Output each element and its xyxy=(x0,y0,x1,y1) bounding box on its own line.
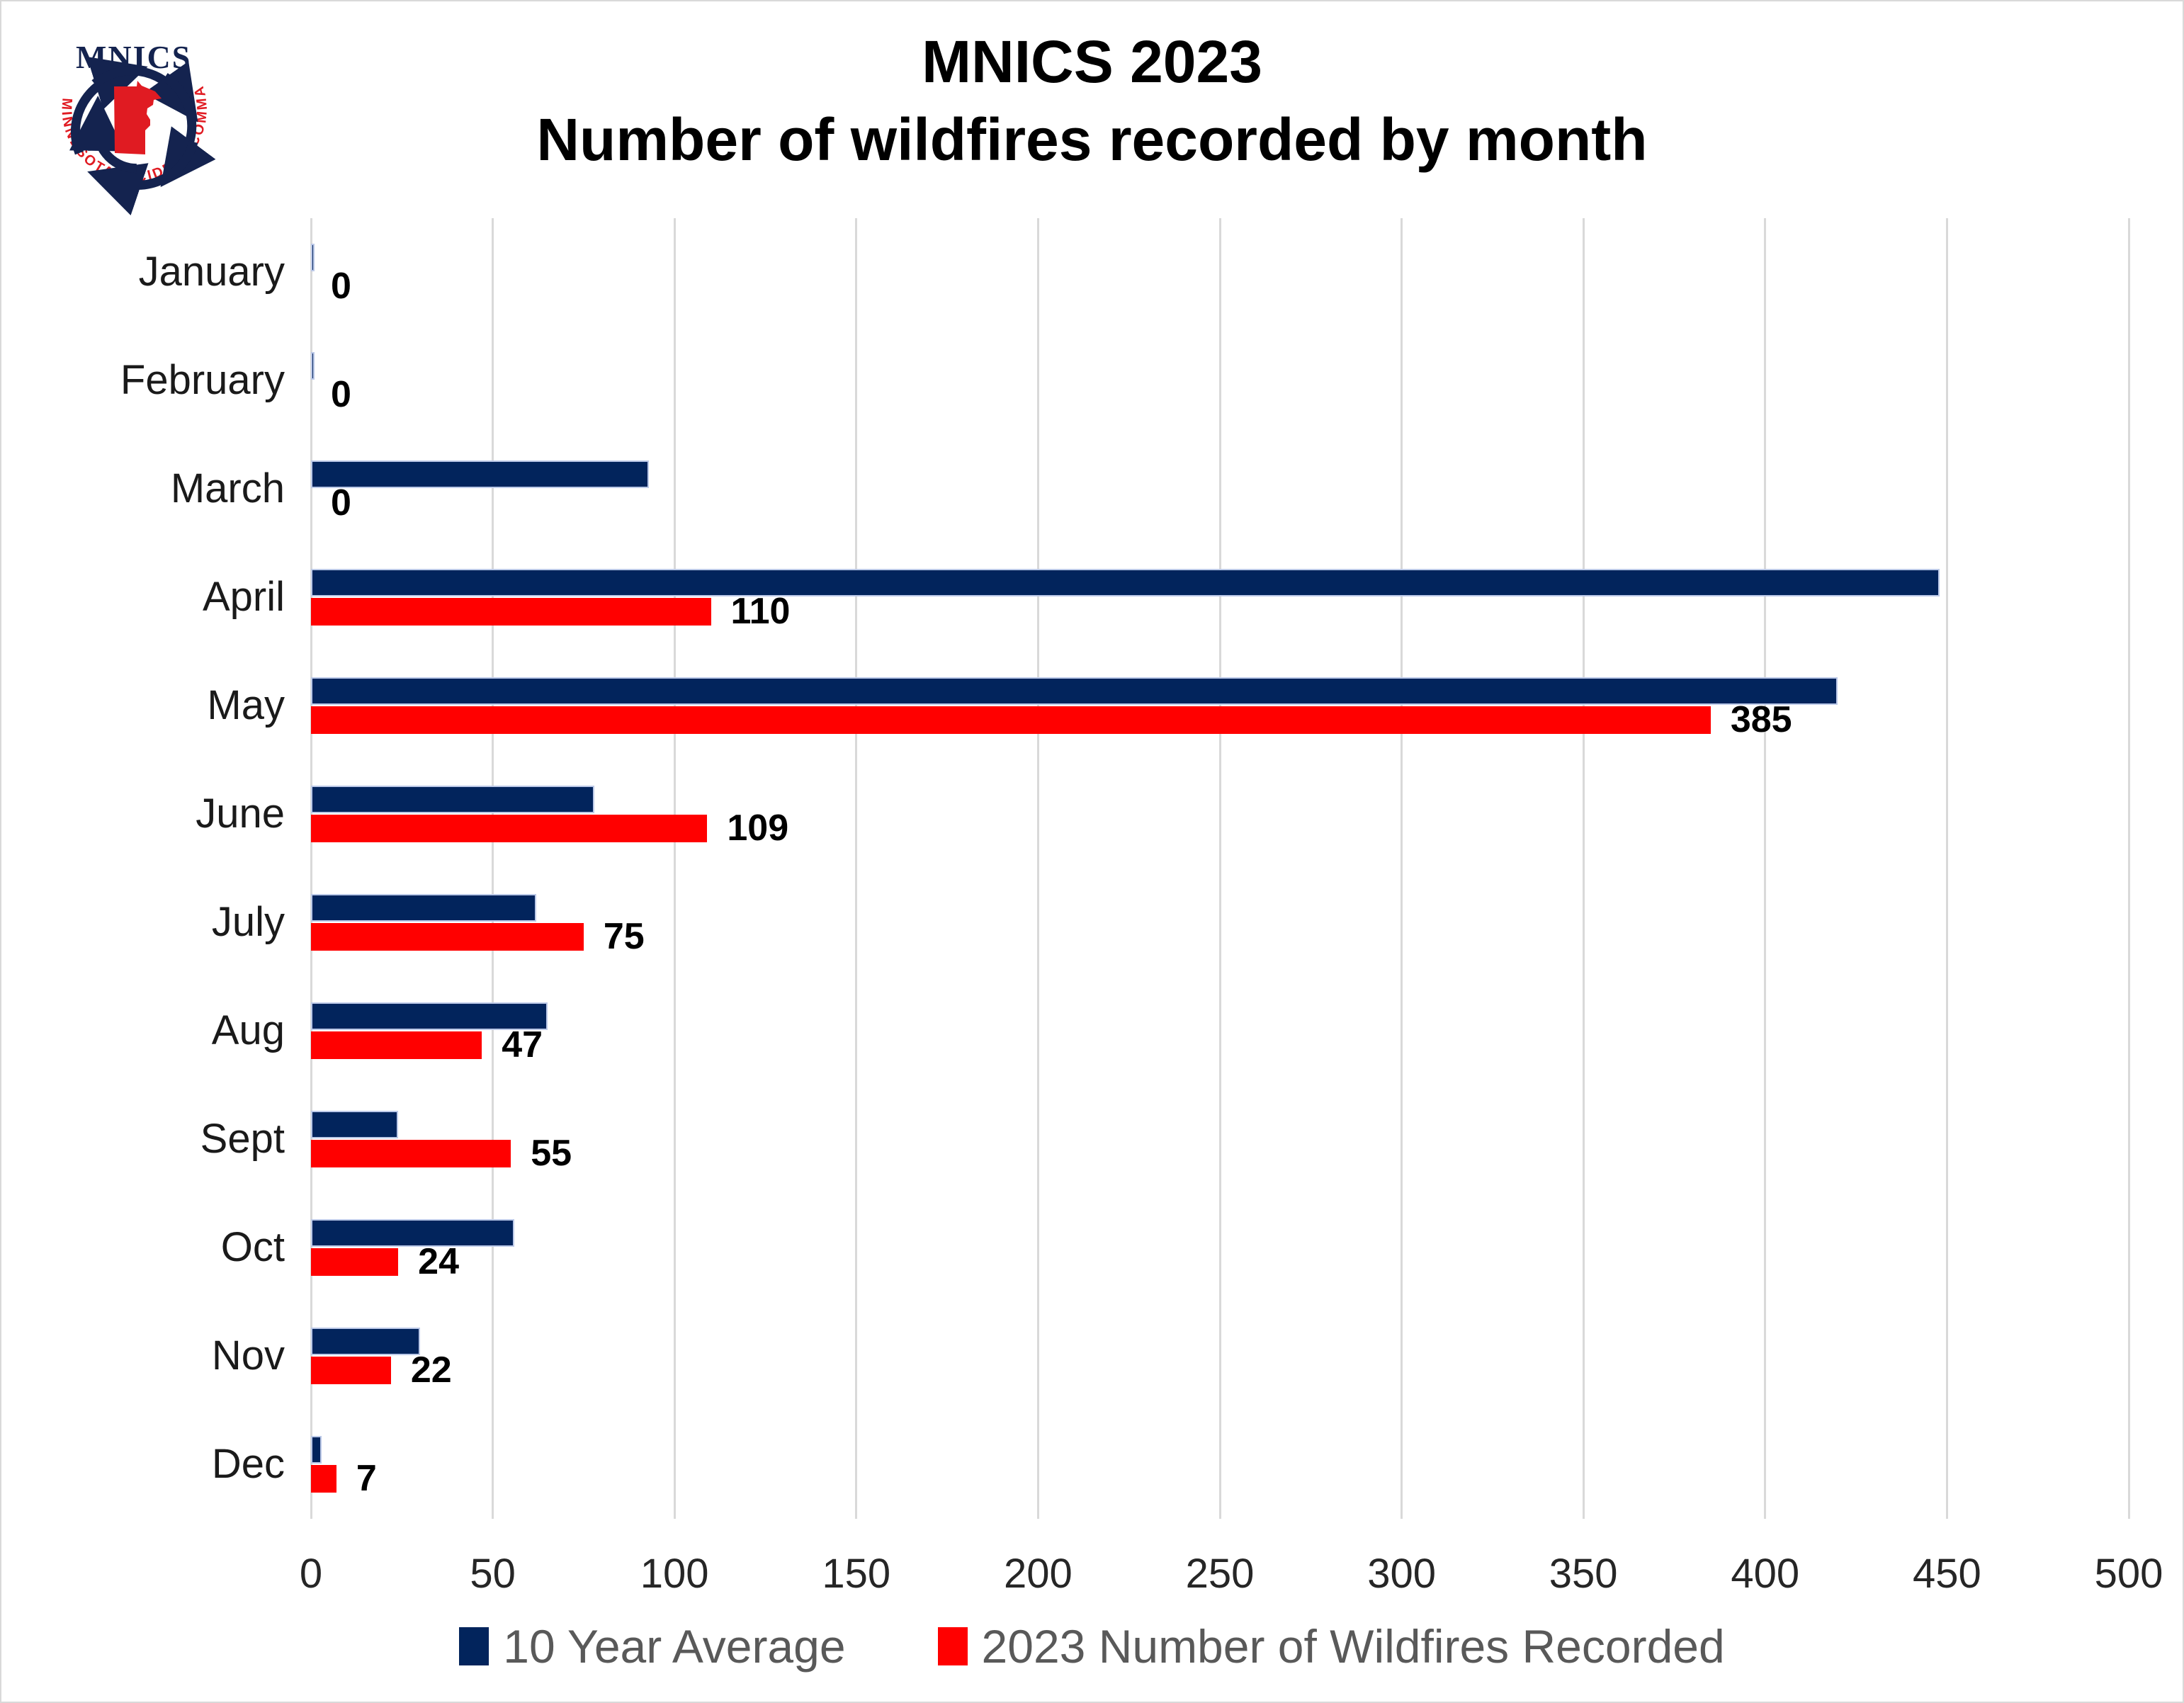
logo-minnesota-shape xyxy=(114,81,162,154)
chart-title-line2: Number of wildfires recorded by month xyxy=(536,106,1648,173)
legend-item-2023: 2023 Number of Wildfires Recorded xyxy=(937,1620,1725,1673)
month-label-january: January xyxy=(138,249,285,295)
legend-item-10yr: 10 Year Average xyxy=(459,1620,846,1673)
bar-10yr-avg-nov xyxy=(311,1328,420,1355)
bar-10yr-avg-dec xyxy=(311,1436,322,1464)
bar-2023-april xyxy=(311,598,711,626)
x-tick-label: 300 xyxy=(1367,1551,1436,1597)
bar-2023-sept xyxy=(311,1140,511,1167)
gridline xyxy=(855,218,858,1519)
month-label-april: April xyxy=(202,574,285,620)
gridline xyxy=(1218,218,1221,1519)
gridline xyxy=(1764,218,1767,1519)
bar-2023-aug xyxy=(311,1031,482,1059)
data-label-january: 0 xyxy=(331,266,351,307)
gridline xyxy=(310,218,312,1519)
bar-2023-nov xyxy=(311,1357,391,1384)
month-label-aug: Aug xyxy=(211,1007,285,1053)
data-label-sept: 55 xyxy=(531,1133,572,1174)
bar-10yr-avg-may xyxy=(311,677,1838,705)
bar-10yr-avg-july xyxy=(311,894,537,922)
x-tick-label: 250 xyxy=(1185,1551,1255,1597)
gridline xyxy=(1582,218,1585,1519)
gridline xyxy=(1036,218,1039,1519)
data-label-oct: 24 xyxy=(418,1241,459,1282)
x-tick-label: 450 xyxy=(1913,1551,1981,1597)
month-label-june: June xyxy=(196,791,285,837)
data-label-may: 385 xyxy=(1730,699,1792,740)
gridline xyxy=(492,218,494,1519)
bar-10yr-avg-sept xyxy=(311,1111,399,1138)
data-label-march: 0 xyxy=(331,482,351,524)
chart-title: MNICS 2023 Number of wildfires recorded … xyxy=(1,23,2183,179)
month-label-february: February xyxy=(120,357,285,403)
data-label-aug: 47 xyxy=(502,1024,543,1065)
x-tick-label: 200 xyxy=(1004,1551,1073,1597)
month-label-sept: Sept xyxy=(200,1116,285,1162)
x-tick-label: 350 xyxy=(1549,1551,1618,1597)
bar-2023-dec xyxy=(311,1465,336,1493)
x-tick-label: 150 xyxy=(822,1551,891,1597)
bar-10yr-avg-oct xyxy=(311,1219,515,1247)
bar-10yr-avg-april xyxy=(311,569,1940,596)
data-label-july: 75 xyxy=(603,916,645,957)
month-label-nov: Nov xyxy=(211,1333,285,1379)
gridline xyxy=(1401,218,1403,1519)
legend-swatch-10yr xyxy=(459,1627,490,1665)
data-label-dec: 7 xyxy=(356,1458,377,1499)
bar-2023-july xyxy=(311,923,584,951)
legend-label-2023: 2023 Number of Wildfires Recorded xyxy=(981,1620,1725,1673)
bar-2023-june xyxy=(311,815,708,842)
month-label-july: July xyxy=(211,899,285,945)
month-label-oct: Oct xyxy=(220,1224,285,1270)
bar-10yr-avg-june xyxy=(311,786,595,813)
legend: 10 Year Average 2023 Number of Wildfires… xyxy=(1,1619,2183,1673)
bar-2023-oct xyxy=(311,1248,399,1276)
data-label-april: 110 xyxy=(730,591,791,632)
mnics-logo: MNICS MINNESOTA INCIDENT COMMAND SYSTEM xyxy=(40,21,216,216)
x-tick-label: 400 xyxy=(1731,1551,1800,1597)
data-label-june: 109 xyxy=(727,808,789,849)
month-label-dec: Dec xyxy=(211,1441,285,1487)
data-label-february: 0 xyxy=(331,374,351,415)
x-tick-label: 500 xyxy=(2094,1551,2163,1597)
gridline xyxy=(673,218,676,1519)
month-label-march: March xyxy=(170,465,285,511)
x-tick-label: 50 xyxy=(470,1551,516,1597)
bar-10yr-avg-january xyxy=(311,244,315,271)
data-label-nov: 22 xyxy=(410,1350,452,1391)
bar-10yr-avg-aug xyxy=(311,1002,548,1030)
x-tick-label: 100 xyxy=(640,1551,709,1597)
bar-2023-may xyxy=(311,706,1711,734)
legend-swatch-2023 xyxy=(937,1627,968,1665)
month-label-may: May xyxy=(207,682,285,728)
gridline xyxy=(2127,218,2130,1519)
chart-title-line1: MNICS 2023 xyxy=(922,28,1262,95)
x-tick-label: 0 xyxy=(299,1551,323,1597)
bar-10yr-avg-february xyxy=(311,352,315,380)
legend-label-10yr: 10 Year Average xyxy=(503,1620,846,1673)
logo-swirl-arrows xyxy=(69,57,216,216)
gridline xyxy=(1945,218,1948,1519)
bar-10yr-avg-march xyxy=(311,460,650,488)
